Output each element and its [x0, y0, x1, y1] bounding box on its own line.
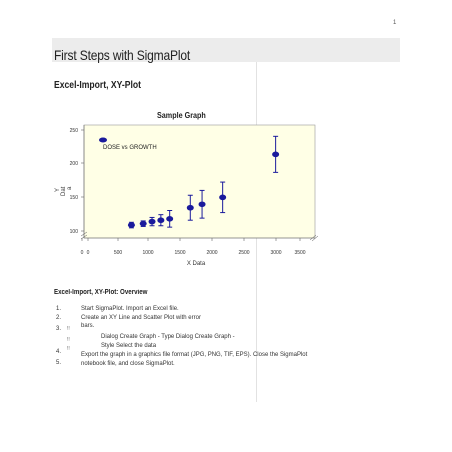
step-number: 5. [56, 360, 62, 366]
data-point [186, 204, 194, 211]
step-number: 3. [56, 326, 62, 332]
step-text: Export the graph in a graphics file form… [81, 352, 308, 358]
title-bar [52, 38, 400, 62]
y-tick-label: 100 [70, 229, 79, 235]
x-tick-label: 3500 [294, 250, 305, 256]
x-tick-label: 1000 [142, 250, 153, 256]
data-point [198, 201, 206, 208]
chart-title: Sample Graph [157, 111, 206, 120]
data-point [272, 151, 280, 158]
overview-title: Excel-Import, XY-Plot: Overview [54, 289, 148, 296]
section-title: Excel-Import, XY-Plot [54, 80, 141, 91]
step-number: 2. [56, 315, 62, 321]
x-tick-label: 2500 [238, 250, 249, 256]
page-number: 1 [393, 20, 397, 26]
data-point [219, 194, 227, 201]
y-axis-label: a [67, 186, 73, 190]
data-point [139, 220, 147, 227]
axes: 250 200 150 100 Y Dat a 0 0 500 1000 1500 2000 2500 30… [55, 125, 319, 267]
y-tick-label: 150 [70, 195, 79, 201]
y-axis-label: Y [55, 188, 61, 192]
step-text: Dialog Create Graph - Type Dialog Create… [101, 334, 235, 340]
step-text: Start SigmaPlot. Import an Excel file. [81, 306, 179, 312]
legend-label: DOSE vs GROWTH [103, 145, 157, 151]
axis-break-mark [309, 234, 319, 242]
x-tick-label: 1500 [174, 250, 185, 256]
chart-marks: DOSE vs GROWTH [99, 135, 280, 229]
x-tick-label: 0 [87, 250, 90, 256]
bullet-glyph: !! [67, 346, 70, 352]
data-point [127, 222, 135, 228]
step-text: notebook file, and close SigmaPlot. [81, 361, 175, 367]
legend-marker [99, 137, 107, 143]
plot-area [83, 124, 316, 239]
axis-break-mark [80, 231, 88, 240]
step-number: 4. [56, 349, 62, 355]
bullet-glyph: !! [67, 326, 70, 332]
x-axis-label: X Data [187, 261, 206, 267]
x-tick-label: 3000 [270, 250, 281, 256]
step-text: bars. [81, 323, 95, 329]
data-point [148, 218, 156, 225]
step-number: 1. [56, 306, 62, 312]
x-tick-label: 0 [81, 250, 84, 256]
x-tick-label: 500 [114, 250, 123, 256]
step-text: Style Select the data [101, 343, 157, 349]
step-text: Create an XY Line and Scatter Plot with … [81, 315, 201, 321]
bullet-glyph: !! [67, 337, 70, 343]
page-title: First Steps with SigmaPlot [54, 47, 191, 63]
data-point [157, 217, 165, 224]
y-tick-label: 200 [70, 161, 79, 167]
y-tick-label: 250 [70, 128, 79, 134]
x-tick-label: 2000 [206, 250, 217, 256]
data-point [166, 216, 174, 222]
y-axis-label: Dat [61, 186, 67, 196]
